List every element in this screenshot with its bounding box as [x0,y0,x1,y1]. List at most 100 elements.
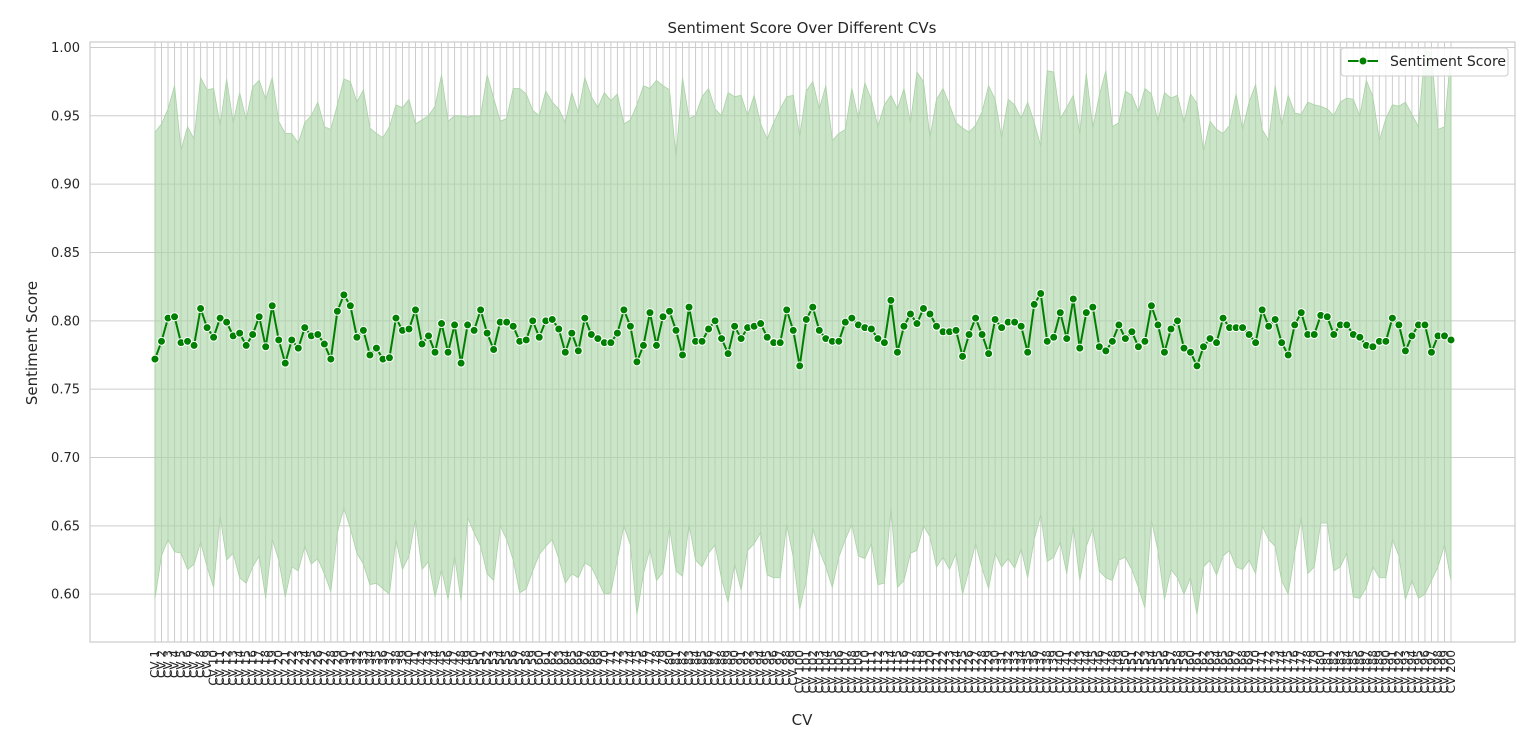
data-point [1127,327,1137,337]
data-point [808,302,818,312]
x-tick-label: CV 120 [923,650,937,693]
data-point [1166,324,1176,334]
x-tick-label: CV 171 [1255,650,1269,693]
x-tick-label: CV 133 [1008,650,1022,693]
x-tick-label: CV 129 [982,650,996,693]
x-tick-label: CV 24 [298,650,312,686]
x-tick-label: CV 66 [571,650,585,686]
data-point [170,312,180,322]
data-point [508,321,518,331]
x-tick-label: CV 76 [636,650,650,686]
x-tick-labels: CV 1CV 2CV 3CV 4CV 5CV 6CV 7CV 8CV 9CV 1… [148,650,1458,693]
x-tick-label: CV 169 [1242,650,1256,693]
data-point [521,335,531,345]
data-point [183,336,193,346]
data-point [834,336,844,346]
x-tick-label: CV 105 [825,650,839,693]
data-point [586,329,596,339]
data-point [280,358,290,368]
data-point [1387,313,1397,323]
data-point [723,349,733,359]
data-point [658,312,668,322]
x-tick-label: CV 84 [689,650,703,686]
data-point [1107,336,1117,346]
data-point [358,325,368,335]
x-tick-label: CV 103 [812,650,826,693]
x-tick-label: CV 61 [539,650,553,686]
x-tick-label: CV 152 [1131,650,1145,693]
x-tick-label: CV 45 [435,650,449,686]
x-tick-label: CV 21 [278,650,292,686]
x-tick-label: CV 23 [291,650,305,686]
data-point [1094,342,1104,352]
x-tick-label: CV 137 [1034,650,1048,693]
x-tick-label: CV 73 [617,650,631,686]
data-point [456,358,466,368]
data-point [1426,347,1436,357]
legend: Sentiment Score [1340,47,1509,77]
data-point [339,290,349,300]
data-point [1277,338,1287,348]
x-tick-label: CV 139 [1047,650,1061,693]
x-tick-label: CV 68 [584,650,598,686]
data-point [625,321,635,331]
x-tick-label: CV 56 [506,650,520,686]
data-point [1010,317,1020,327]
data-point [469,325,479,335]
chart-title: Sentiment Score Over Different CVs [668,19,937,37]
x-tick-label: CV 115 [890,650,904,693]
x-tick-label: CV 2 [155,650,169,678]
y-tick-label: 1.00 [51,41,80,56]
data-point [1400,346,1410,356]
x-tick-label: CV 9 [200,650,214,678]
x-tick-label: CV 179 [1307,650,1321,693]
data-point [209,332,219,342]
x-tick-label: CV 109 [851,650,865,693]
x-tick-label: CV 36 [376,650,390,686]
x-tick-label: CV 127 [969,650,983,693]
data-point [274,335,284,345]
x-tick-label: CV 147 [1099,650,1113,693]
data-point [736,334,746,344]
x-tick-label: CV 78 [649,650,663,686]
x-tick-label: CV 79 [656,650,670,686]
x-tick-label: CV 57 [513,650,527,686]
x-tick-label: CV 32 [350,650,364,686]
data-point [371,343,381,353]
data-point [580,313,590,323]
data-point [248,329,258,339]
data-point [632,357,642,367]
data-point [697,336,707,346]
x-tick-label: CV 74 [623,650,637,686]
data-point [1068,294,1078,304]
x-tick-label: CV 99 [786,650,800,686]
x-tick-label: CV 63 [552,650,566,686]
x-tick-label: CV 54 [493,650,507,686]
data-point [704,324,714,334]
x-tick-label: CV 12 [220,650,234,686]
data-point [912,319,922,329]
data-point [1205,334,1215,344]
data-point [730,321,740,331]
x-tick-label: CV 145 [1086,650,1100,693]
x-tick-label: CV 39 [395,650,409,686]
x-tick-label: CV 75 [630,650,644,686]
data-point [241,340,251,350]
x-tick-label: CV 168 [1236,650,1250,693]
data-point [932,321,942,331]
data-point [1296,308,1306,318]
y-axis-label: Sentiment Score [23,281,41,405]
x-tick-label: CV 113 [877,650,891,693]
x-tick-label: CV 199 [1437,650,1451,693]
x-tick-label: CV 165 [1216,650,1230,693]
data-point [417,339,427,349]
x-tick-label: CV 37 [382,650,396,686]
x-tick-label: CV 43 [422,650,436,686]
x-tick-label: CV 157 [1164,650,1178,693]
data-point [1153,320,1163,330]
data-point [1355,332,1365,342]
x-tick-label: CV 25 [304,650,318,686]
x-tick-label: CV 148 [1105,650,1119,693]
x-tick-label: CV 131 [995,650,1009,693]
